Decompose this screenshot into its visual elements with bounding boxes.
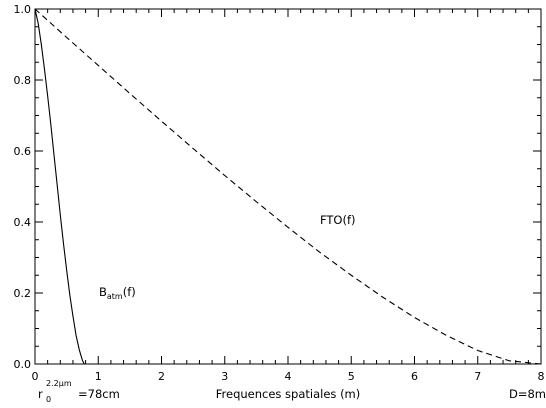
series-layer xyxy=(34,8,542,365)
r0-label: r xyxy=(38,387,43,401)
x-tick-label: 6 xyxy=(411,370,418,383)
batm-subscript: atm xyxy=(107,292,123,301)
x-tick-label: 4 xyxy=(285,370,292,383)
fto-label: FTO(f) xyxy=(320,213,356,227)
batm-base: B xyxy=(99,285,107,299)
y-tick-label: 0.0 xyxy=(14,358,32,371)
x-tick-label: 5 xyxy=(348,370,355,383)
x-tick-label: 0 xyxy=(32,370,39,383)
axis-ticks xyxy=(34,8,542,365)
x-tick-label: 3 xyxy=(221,370,228,383)
r0-base: r xyxy=(38,387,43,401)
d-label: D=8m xyxy=(509,387,546,401)
x-tick-label: 8 xyxy=(538,370,545,383)
r0-value: =78cm xyxy=(78,387,120,401)
batm-rest: (f) xyxy=(123,285,136,299)
series-line-batm xyxy=(34,8,85,365)
plot-frame xyxy=(34,8,542,365)
x-tick-label: 2 xyxy=(158,370,165,383)
y-tick-label: 0.4 xyxy=(14,216,32,229)
series-line-fto xyxy=(34,8,542,365)
y-tick-label: 0.8 xyxy=(14,74,32,87)
r0-superscript: 2.2μm xyxy=(46,379,72,388)
batm-label: Batm(f) xyxy=(99,285,136,301)
x-tick-label: 7 xyxy=(474,370,481,383)
y-tick-label: 0.6 xyxy=(14,145,32,158)
y-tick-label: 0.2 xyxy=(14,287,32,300)
tick-labels: 0 1 2 3 4 5 6 7 8 0.0 0.2 0.4 0.6 0.8 1.0 xyxy=(14,3,545,383)
y-tick-label: 1.0 xyxy=(14,3,32,16)
x-axis-title: Frequences spatiales (m) xyxy=(216,387,361,401)
x-tick-label: 1 xyxy=(95,370,102,383)
r0-subscript: 0 xyxy=(46,395,51,404)
